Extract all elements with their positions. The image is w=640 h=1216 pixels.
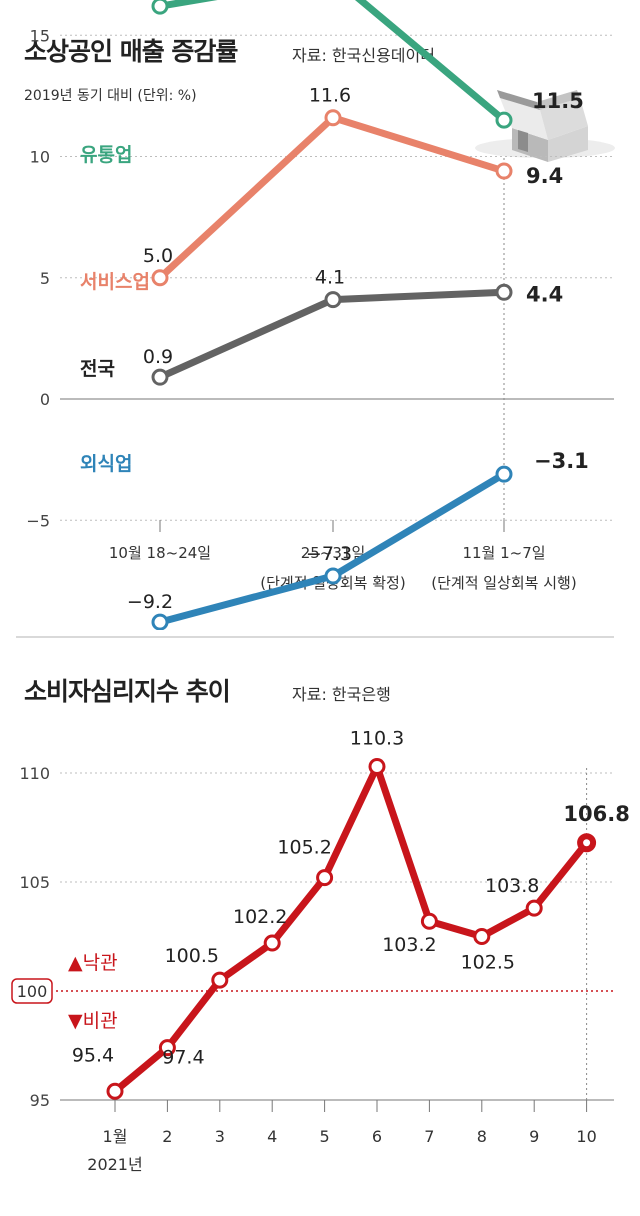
y-tick-label: 0 [40, 390, 50, 409]
y-tick-label: 10 [30, 148, 50, 167]
consumer-sentiment-chart: 110 105 100 95 ▲낙관 ▼비관 1월 2 3 4 5 6 7 8 9 10 2021년 95.4 9… [11, 727, 630, 1174]
y-tick-label: 5 [40, 269, 50, 288]
x-tick-label: 2 [162, 1127, 172, 1146]
y-tick-label: −5 [26, 511, 50, 530]
data-point [151, 0, 169, 15]
x-tick-label: 9 [529, 1127, 539, 1146]
data-label: 102.5 [461, 952, 515, 974]
section-divider [16, 636, 614, 638]
pessimism-label: ▼비관 [68, 1010, 118, 1032]
data-label: 5.0 [143, 245, 173, 267]
data-label: 105.2 [277, 837, 331, 859]
data-label: 0.9 [143, 346, 173, 368]
series-line [157, 114, 506, 281]
data-label: −3.1 [534, 449, 589, 473]
series-name-label: 외식업 [80, 453, 132, 475]
data-point-center [583, 839, 591, 847]
data-point [158, 1039, 176, 1057]
data-label: 11.5 [532, 89, 584, 113]
x-tick-sublabel: (단계적 일상회복 시행) [431, 574, 576, 592]
x-tick-label: 10 [576, 1127, 596, 1146]
data-point [525, 899, 543, 917]
data-label: 102.2 [233, 906, 287, 928]
x-tick-label: 3 [215, 1127, 225, 1146]
data-label: 11.6 [309, 85, 351, 107]
data-label: −9.2 [127, 591, 173, 613]
data-point [495, 283, 513, 301]
data-point [151, 269, 169, 287]
data-point [495, 111, 513, 129]
data-label: −7.3 [306, 543, 352, 565]
store-icon [475, 90, 615, 162]
optimism-label: ▲낙관 [68, 952, 118, 974]
data-point [495, 465, 513, 483]
x-tick-label: 8 [477, 1127, 487, 1146]
year-label: 2021년 [87, 1155, 142, 1174]
chart1-title: 소상공인 매출 증감률 [24, 37, 238, 66]
x-tick-label: 7 [424, 1127, 434, 1146]
data-point [106, 1082, 124, 1100]
x-tick-label: 10월 18~24일 [109, 544, 211, 562]
data-point [211, 971, 229, 989]
data-label: 103.2 [382, 934, 436, 956]
data-point [324, 291, 342, 309]
x-tick-label: 11월 1~7일 [462, 544, 545, 562]
chart2-title: 소비자심리지수 추이 [24, 677, 231, 706]
series-name-label: 전국 [80, 358, 115, 380]
data-point [368, 757, 386, 775]
y-tick-label: 110 [19, 764, 50, 783]
data-label: 97.4 [162, 1047, 204, 1069]
data-label: 4.1 [315, 267, 345, 289]
data-point [324, 567, 342, 585]
data-point [151, 613, 169, 630]
data-label: 103.8 [485, 875, 539, 897]
x-tick-label: 6 [372, 1127, 382, 1146]
y-tick-label: 105 [19, 873, 50, 892]
data-label: 100.5 [165, 945, 219, 967]
chart1-source: 자료: 한국신용데이터 [292, 46, 435, 65]
y-tick-label: 100 [17, 982, 48, 1001]
chart1-subtitle: 2019년 동기 대비 (단위: %) [24, 88, 197, 104]
series-name-label: 유통업 [80, 144, 132, 166]
data-point [473, 928, 491, 945]
data-point [324, 109, 342, 127]
x-tick-label: 5 [320, 1127, 330, 1146]
data-point [420, 912, 438, 930]
data-label: 4.4 [526, 282, 563, 306]
series-name-label: 서비스업 [80, 271, 150, 293]
x-tick-label: 25~31일 [301, 544, 366, 562]
data-point [495, 162, 513, 180]
data-point [151, 368, 169, 386]
chart2-source: 자료: 한국은행 [292, 685, 391, 704]
y-tick-label: 15 [30, 26, 50, 45]
data-label: 9.4 [526, 164, 563, 188]
data-label: 106.8 [563, 802, 629, 826]
y-tick-label: 95 [30, 1091, 50, 1110]
series-line [159, 0, 507, 123]
series-line [112, 762, 590, 1094]
data-label: 110.3 [350, 727, 404, 749]
data-label: 95.4 [72, 1044, 114, 1066]
data-point [316, 869, 334, 887]
x-tick-label: 1월 [103, 1127, 128, 1146]
data-point [263, 934, 281, 952]
x-tick-label: 4 [267, 1127, 277, 1146]
reference-badge [11, 978, 53, 1004]
